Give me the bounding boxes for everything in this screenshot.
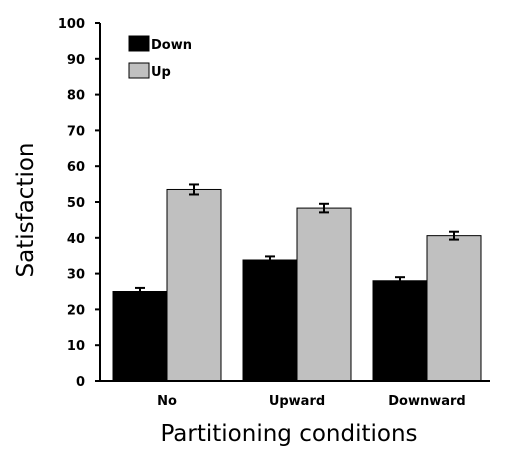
error-bar xyxy=(395,276,405,286)
y-tick-label: 80 xyxy=(67,89,85,104)
y-tick-label: 40 xyxy=(67,232,85,247)
y-tick-label: 60 xyxy=(67,160,85,175)
bar-down-downward xyxy=(372,280,428,382)
error-bars xyxy=(135,183,459,297)
bar-down-no xyxy=(112,291,168,382)
x-axis-title: Partitioning conditions xyxy=(160,421,417,447)
error-bar xyxy=(449,230,459,241)
y-tick-label: 30 xyxy=(67,268,85,283)
bar-up-upward xyxy=(296,207,352,382)
y-tick-label: 10 xyxy=(67,339,85,354)
error-bar xyxy=(135,286,145,297)
error-bar xyxy=(189,183,199,196)
y-tick-label: 50 xyxy=(67,196,85,211)
x-category-label: Upward xyxy=(269,394,325,409)
legend: Down Up xyxy=(128,35,192,80)
bars xyxy=(112,188,482,382)
y-tick-label: 70 xyxy=(67,124,85,139)
x-axis-category-labels: No Upward Downward xyxy=(157,394,466,409)
legend-label-up: Up xyxy=(151,65,171,80)
x-category-label: Downward xyxy=(388,394,466,409)
y-axis-title: Satisfaction xyxy=(13,143,39,278)
legend-label-down: Down xyxy=(151,38,192,53)
y-tick-label: 100 xyxy=(58,17,85,32)
bar-up-downward xyxy=(426,235,482,382)
y-axis-ticks: 0 10 20 30 40 50 60 70 80 90 100 xyxy=(58,17,100,390)
bar-up-no xyxy=(166,188,222,382)
error-bar xyxy=(319,202,329,214)
legend-swatch-up xyxy=(128,62,150,79)
legend-swatch-down xyxy=(128,35,150,52)
x-category-label: No xyxy=(157,394,177,409)
y-tick-label: 90 xyxy=(67,53,85,68)
y-tick-label: 0 xyxy=(76,375,85,390)
bar-down-upward xyxy=(242,259,298,382)
error-bar xyxy=(265,255,275,265)
y-tick-label: 20 xyxy=(67,303,85,318)
